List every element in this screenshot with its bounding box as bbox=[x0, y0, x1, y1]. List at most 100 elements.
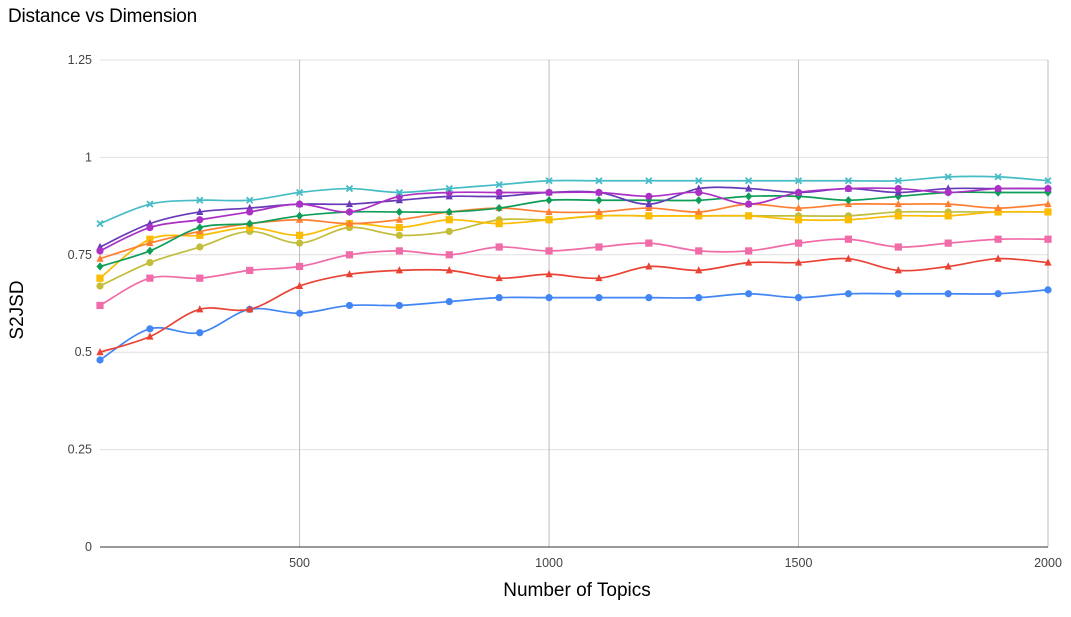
series-1-point bbox=[894, 290, 902, 298]
series-1-point bbox=[1044, 286, 1052, 294]
series-7-point bbox=[844, 196, 853, 205]
series-3-point bbox=[645, 239, 653, 247]
x-axis-label: Number of Topics bbox=[503, 580, 651, 601]
series-5-point bbox=[445, 216, 453, 224]
series-10-point bbox=[246, 196, 254, 204]
series-9-point bbox=[196, 216, 204, 224]
series-10-point bbox=[894, 177, 902, 185]
series-9-line bbox=[99, 187, 1049, 252]
series-5-point bbox=[645, 212, 653, 220]
series-6-point bbox=[146, 238, 154, 247]
series-10-point bbox=[645, 177, 653, 185]
series-7-point bbox=[445, 207, 453, 217]
series-9-point bbox=[146, 223, 154, 232]
series-9-point bbox=[246, 208, 254, 216]
series-3-point bbox=[595, 243, 603, 251]
series-7-point bbox=[745, 192, 753, 201]
series-6-point bbox=[1044, 199, 1052, 208]
series-2-point bbox=[146, 332, 154, 340]
series-5-point bbox=[395, 223, 403, 232]
series-1-point bbox=[295, 309, 304, 317]
series-3-point bbox=[944, 239, 952, 247]
series-6-point bbox=[894, 199, 902, 208]
series-5-point bbox=[545, 216, 553, 224]
series-6-point bbox=[645, 203, 653, 212]
series-5-point bbox=[844, 216, 853, 224]
series-10-point bbox=[445, 184, 453, 193]
series-2-point bbox=[595, 273, 603, 282]
series-5-point bbox=[595, 212, 603, 220]
series-5-point bbox=[894, 212, 902, 220]
series-5-point bbox=[944, 212, 952, 220]
series-2-point bbox=[645, 262, 653, 270]
series-6-point bbox=[545, 207, 553, 215]
series-9-point bbox=[844, 184, 853, 193]
series-5-point bbox=[695, 212, 703, 220]
series-10-point bbox=[345, 184, 354, 193]
series-1-point bbox=[146, 325, 154, 333]
series-9-point bbox=[645, 192, 653, 200]
series-2-point bbox=[96, 348, 104, 356]
series-9-point bbox=[944, 188, 952, 197]
series-3-point bbox=[545, 247, 553, 255]
series-1-point bbox=[595, 294, 603, 302]
series-6-point bbox=[994, 203, 1002, 212]
series-2-point bbox=[345, 270, 354, 278]
series-5-point bbox=[295, 231, 304, 239]
series-7-point bbox=[1044, 188, 1052, 197]
series-7-point bbox=[196, 223, 204, 232]
series-4-point bbox=[295, 239, 304, 247]
series-10-point bbox=[695, 177, 703, 185]
series-3-point bbox=[745, 247, 753, 255]
y-tick-label: 0.75 bbox=[68, 248, 92, 262]
series-1-point bbox=[395, 301, 403, 310]
x-tick-label: 1500 bbox=[785, 556, 813, 570]
series-10-line bbox=[99, 175, 1049, 225]
x-tick-label: 1000 bbox=[535, 556, 563, 570]
series-2-line bbox=[99, 257, 1049, 354]
series-5-point bbox=[495, 220, 503, 228]
series-6-point bbox=[944, 199, 952, 208]
series-5-point bbox=[1044, 208, 1052, 216]
series-5-point bbox=[994, 208, 1002, 216]
series-1-line bbox=[99, 289, 1049, 361]
series-3-point bbox=[146, 274, 154, 282]
series-10-point bbox=[295, 188, 304, 197]
series-3-point bbox=[994, 235, 1002, 243]
series-10-point bbox=[944, 173, 952, 181]
series-7-point bbox=[146, 246, 154, 256]
series-4-point bbox=[395, 231, 403, 239]
series-10-point bbox=[794, 177, 803, 185]
series-9-point bbox=[295, 200, 304, 208]
series-2-point bbox=[246, 305, 254, 313]
series-5-point bbox=[745, 212, 753, 220]
series-3-point bbox=[794, 239, 803, 247]
series-5-point bbox=[794, 216, 803, 224]
series-3-point bbox=[695, 247, 703, 255]
series-10-point bbox=[545, 177, 553, 185]
series-9-point bbox=[495, 188, 503, 197]
series-10-point bbox=[994, 173, 1002, 181]
series-7-point bbox=[695, 196, 703, 205]
series-3-point bbox=[196, 274, 204, 282]
series-10-point bbox=[196, 196, 204, 204]
series-5-point bbox=[96, 274, 104, 282]
y-tick-label: 1.25 bbox=[68, 53, 92, 67]
series-6-point bbox=[595, 207, 603, 215]
series-3-point bbox=[844, 235, 853, 243]
series-7-point bbox=[246, 219, 254, 228]
series-2-point bbox=[295, 281, 304, 289]
series-1-point bbox=[495, 294, 503, 302]
series-4-point bbox=[445, 227, 453, 236]
series-4-point bbox=[146, 258, 154, 267]
series-3-point bbox=[345, 251, 354, 259]
series-5-point bbox=[196, 231, 204, 239]
series-3-point bbox=[295, 262, 304, 271]
chart-title: Distance vs Dimension bbox=[8, 6, 198, 27]
series-2-point bbox=[1044, 258, 1052, 266]
series-7-point bbox=[545, 196, 553, 205]
series-3-line bbox=[99, 238, 1049, 307]
series-3-point bbox=[894, 243, 902, 251]
series-8-point bbox=[196, 207, 204, 215]
series-9-point bbox=[894, 184, 902, 193]
